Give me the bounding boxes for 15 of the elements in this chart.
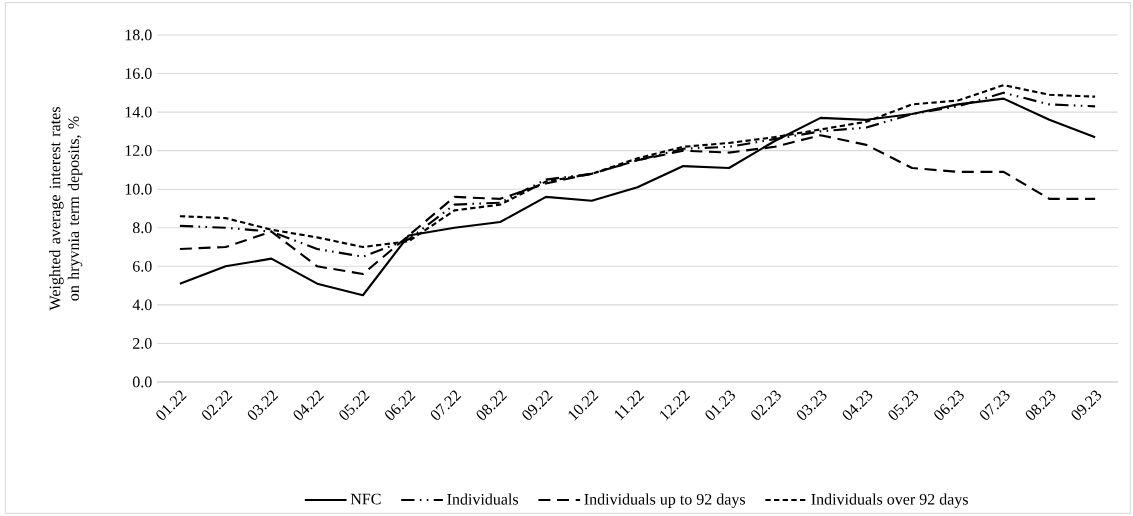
y-tick-label: 18.0 xyxy=(125,29,152,41)
y-tick-label: 12.0 xyxy=(125,145,152,157)
y-tick-label: 6.0 xyxy=(132,260,152,272)
y-axis-title: Weighted average interest rates on hryvnia term deposits, % xyxy=(49,107,83,311)
y-tick-label: 16.0 xyxy=(125,68,152,79)
y-tick-label: 10.0 xyxy=(125,183,152,195)
legend-label: Individuals up to 92 days xyxy=(584,493,746,508)
y-tick-label: 2.0 xyxy=(133,338,152,349)
y-tick-label: 8.0 xyxy=(132,222,152,234)
y-tick-label: 14.0 xyxy=(125,106,152,118)
legend-label: Individuals over 92 days xyxy=(811,493,968,508)
y-tick-label: 0.0 xyxy=(132,376,152,388)
legend-label: NFC xyxy=(350,493,381,505)
legend-label: Individuals xyxy=(447,493,519,505)
y-tick-label: 4.0 xyxy=(132,299,152,311)
